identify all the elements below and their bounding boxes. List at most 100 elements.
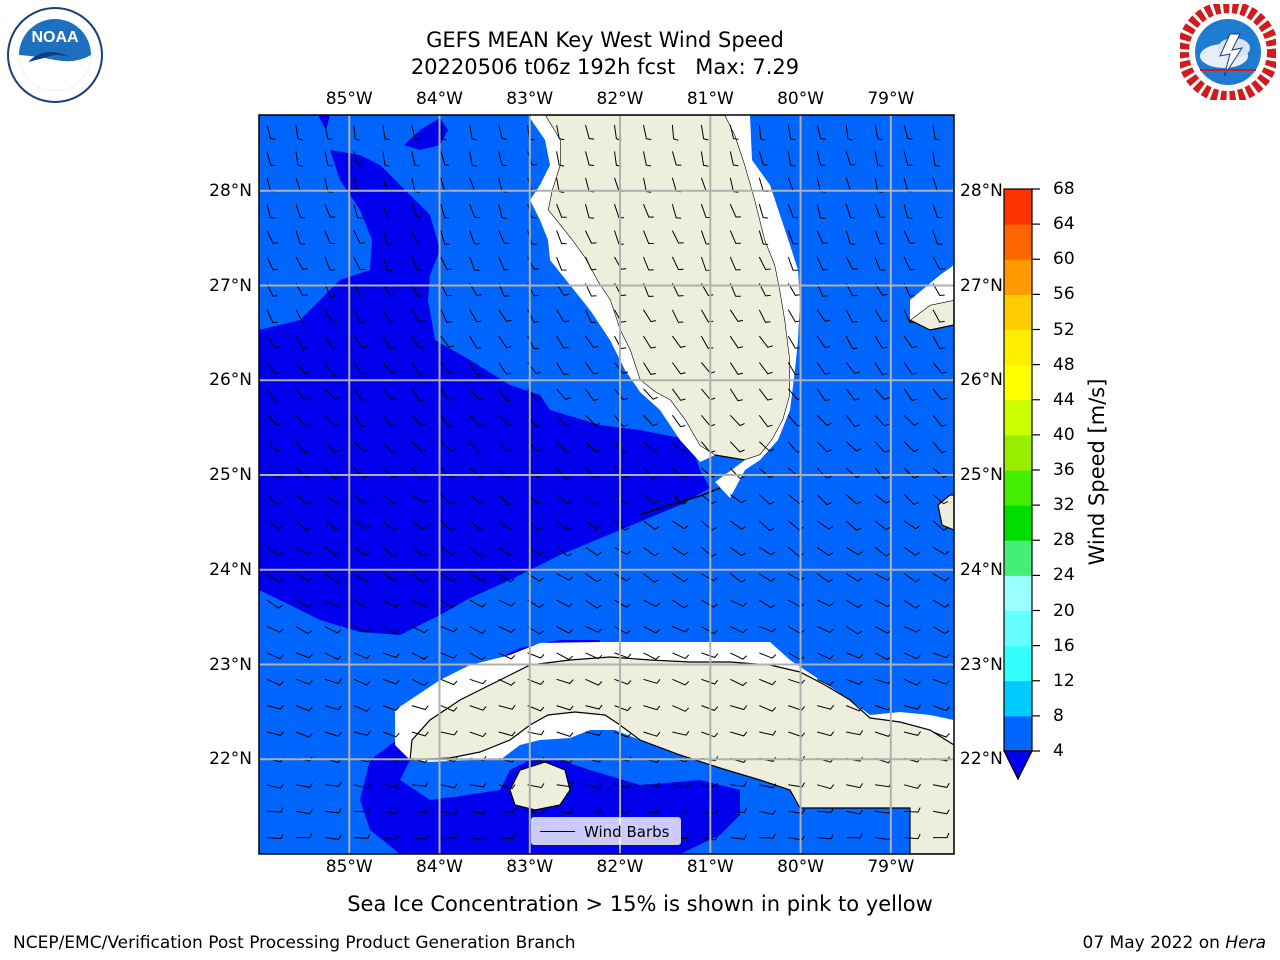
wind-barb <box>324 808 342 814</box>
noaa-logo: NOAA <box>6 6 104 108</box>
wind-barb <box>295 705 313 712</box>
wind-barb <box>758 204 769 219</box>
wind-barb <box>324 335 338 349</box>
wind-barb <box>353 309 365 323</box>
wind-barb <box>845 283 858 297</box>
latitude-tick-right: 22°N <box>960 749 1003 770</box>
wind-barb <box>527 599 544 609</box>
wind-field-below-4 <box>404 118 448 150</box>
wind-barb <box>817 704 835 710</box>
longitude-tick-top: 85°W <box>325 89 373 109</box>
wind-barb <box>440 204 450 219</box>
wind-barb <box>730 546 747 557</box>
wind-barb <box>787 256 799 271</box>
wind-barb <box>903 151 913 166</box>
wind-barb <box>556 731 574 737</box>
wind-barb <box>672 546 689 556</box>
wind-barb <box>729 362 743 375</box>
sea-ice-caption: Sea Ice Concentration > 15% is shown in … <box>347 892 933 916</box>
wind-barb <box>556 124 565 141</box>
wind-barb <box>671 362 686 375</box>
wind-barb <box>671 388 686 401</box>
wind-barb <box>556 335 569 349</box>
wind-barb <box>469 204 480 218</box>
wind-barb <box>614 546 631 556</box>
wind-barb <box>787 124 796 141</box>
wind-barb <box>266 441 282 453</box>
wind-barb <box>585 546 602 556</box>
wind-barb <box>643 705 661 711</box>
wind-barb <box>643 808 661 814</box>
wind-barb <box>556 652 574 661</box>
longitude-tick-bottom: 83°W <box>506 857 554 877</box>
wind-barb <box>295 441 310 454</box>
latitude-tick-right: 26°N <box>960 370 1003 391</box>
colorbar-tick-label: 28 <box>1053 530 1075 551</box>
wind-barb <box>324 573 341 583</box>
wind-barb <box>903 678 921 686</box>
wind-barb <box>469 283 482 296</box>
wind-barb <box>585 678 603 686</box>
wind-barb <box>324 256 336 271</box>
wind-barb <box>382 573 400 582</box>
wind-barb <box>730 494 747 504</box>
wind-barb <box>845 494 862 505</box>
wind-barb <box>353 807 371 813</box>
wind-barb <box>440 833 458 839</box>
wind-barb <box>758 230 769 245</box>
wind-barb <box>498 151 508 167</box>
wind-barb <box>295 546 313 556</box>
wind-barb <box>411 283 423 297</box>
colorbar-tick-label: 52 <box>1053 319 1075 340</box>
wind-barb <box>874 546 891 557</box>
wind-barb <box>903 335 918 349</box>
wind-barb <box>643 520 660 531</box>
wind-barb <box>498 309 512 322</box>
wind-barb <box>845 626 863 635</box>
colorbar-tick-label: 40 <box>1053 424 1075 445</box>
wind-barb <box>266 731 284 736</box>
wind-barb <box>295 230 306 245</box>
wind-barb <box>787 283 801 296</box>
wind-barb <box>903 599 920 609</box>
wind-barb <box>266 204 276 219</box>
wind-barb <box>816 414 832 426</box>
map-title: GEFS MEAN Key West Wind Speed <box>426 28 784 52</box>
wind-barb <box>411 573 428 583</box>
wind-field-below-4 <box>318 115 330 130</box>
machine-name: Hera <box>1225 933 1266 953</box>
wind-barb <box>671 415 686 428</box>
wind-barb <box>585 784 603 789</box>
wind-barb <box>816 573 834 583</box>
wind-barb <box>585 309 597 324</box>
wind-barb <box>730 807 747 814</box>
colorbar-segment <box>1004 399 1032 436</box>
wind-barb <box>353 626 371 633</box>
wind-barb <box>498 124 508 140</box>
wind-barb <box>382 283 395 297</box>
wind-barb <box>498 731 516 737</box>
wind-barb <box>700 256 711 271</box>
wind-barb <box>411 467 427 479</box>
wind-barb <box>758 151 769 166</box>
wind-barb <box>324 362 338 375</box>
wind-barb <box>700 124 709 141</box>
wind-barb <box>382 441 397 454</box>
wind-barb <box>643 573 660 583</box>
wind-barb <box>498 599 516 607</box>
wind-barb <box>411 546 428 557</box>
latitude-tick-left: 27°N <box>209 275 252 296</box>
wind-barb <box>874 494 891 504</box>
wind-barb <box>469 151 478 167</box>
wind-barb <box>440 626 458 633</box>
wind-barb <box>440 309 453 323</box>
wind-barb <box>759 599 776 609</box>
wind-barb <box>266 414 282 426</box>
wind-barb <box>324 731 342 737</box>
wind-barb <box>469 388 484 401</box>
wind-barb <box>440 335 455 348</box>
wind-barb <box>643 309 656 323</box>
wind-barb <box>266 151 276 166</box>
wind-barb <box>845 388 860 401</box>
wind-barb <box>585 283 597 297</box>
